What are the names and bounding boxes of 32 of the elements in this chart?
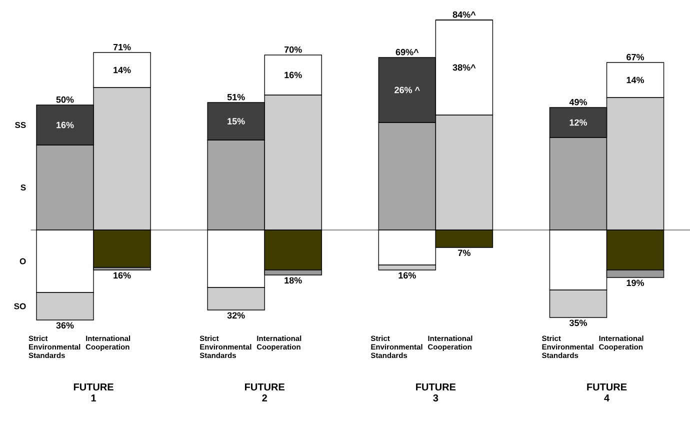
data-label: 16% (284, 72, 302, 78)
annotation: 49% (569, 98, 587, 106)
data-label: 16% (56, 122, 74, 128)
series-label: SO (14, 303, 26, 310)
data-label: 15% (228, 118, 245, 124)
annotation: 19% (626, 280, 644, 286)
text: 84%^ (452, 11, 476, 18)
text: FUTURE 2 (245, 384, 284, 402)
annotation: 69%^ (396, 48, 419, 56)
text: FUTURE 3 (416, 384, 456, 402)
series-label: SS (15, 122, 26, 128)
data-label: 14% (626, 76, 644, 84)
annotation: 71% (113, 44, 131, 50)
series-label: O (20, 258, 26, 264)
text: 32% (227, 312, 245, 319)
series-label: S (20, 184, 26, 191)
text: 35% (569, 320, 587, 326)
data-label: 26% ^ (394, 86, 420, 94)
annotation: 50% (56, 96, 74, 103)
data-label: 38%^ (452, 64, 476, 71)
annotation: 16% (398, 272, 416, 279)
annotation: 67% (626, 54, 644, 60)
annotation: 16% (114, 272, 131, 279)
annotation: 7% (458, 250, 470, 256)
data-label: 12% (570, 119, 587, 126)
text: 36% (56, 322, 74, 329)
annotation: 51% (227, 94, 245, 100)
text: FUTURE 4 (587, 384, 627, 402)
text: FUTURE 1 (74, 384, 114, 402)
annotation: 18% (284, 277, 302, 284)
data-label: 14% (114, 66, 131, 74)
annotation: 70% (284, 46, 302, 53)
